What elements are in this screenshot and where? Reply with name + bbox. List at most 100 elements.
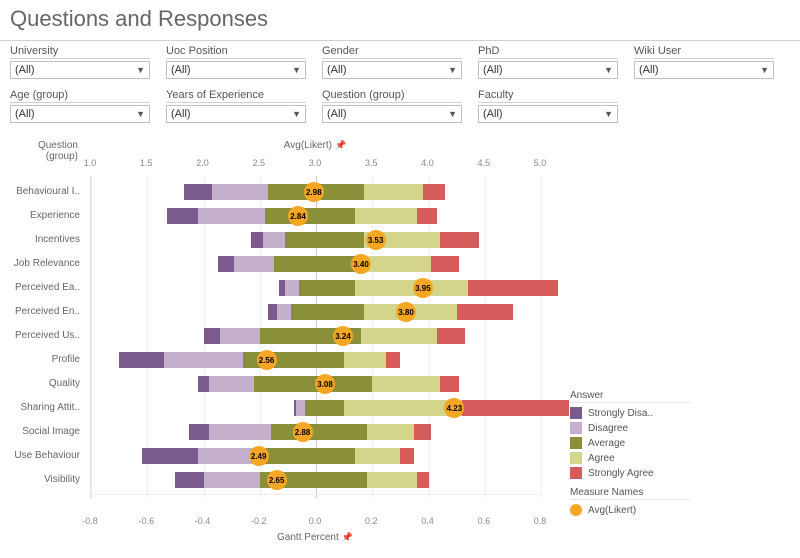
bar-segment-strongly_agree (440, 376, 460, 392)
bar-segment-strongly_disagree (189, 424, 209, 440)
axis-bottom-tick: 0.6 (477, 516, 490, 526)
r1-filter-3: PhD(All)▼ (478, 45, 618, 79)
legend-swatch (570, 437, 582, 449)
bar-segment-disagree (296, 400, 304, 416)
pin-icon: 📌 (342, 532, 353, 542)
bar-segment-agree (364, 184, 423, 200)
filter-select[interactable]: (All) ▼ (322, 105, 462, 123)
filter-label: Age (group) (10, 89, 150, 103)
chevron-down-icon: ▼ (448, 109, 457, 119)
bar-segment-disagree (212, 184, 268, 200)
axis-bottom-tick: -0.6 (138, 516, 154, 526)
question-row-label: Perceived Us.. (0, 324, 80, 348)
bar-segment-strongly_disagree (218, 256, 235, 272)
r1-filter-1: Uoc Position (All)▼ (166, 45, 306, 79)
bar-segment-agree (355, 280, 468, 296)
axis-top-tick: 4.0 (421, 158, 434, 168)
r2-filter-2: Question (group)(All)▼ (322, 89, 462, 123)
legend-label: Average (588, 438, 625, 449)
chevron-down-icon: ▼ (136, 109, 145, 119)
bar-segment-strongly_disagree (184, 184, 212, 200)
bar-segment-strongly_agree (400, 448, 414, 464)
legend-swatch (570, 452, 582, 464)
filter-value: (All) (327, 108, 347, 120)
filters-row-2: Age (group)(All)▼Years of Experience(All… (0, 89, 800, 133)
r2-filter-1: Years of Experience (All)▼ (166, 89, 306, 123)
avg-marker: 2.88 (293, 422, 313, 442)
bar-segment-average (299, 280, 355, 296)
avg-marker: 3.24 (333, 326, 353, 346)
legend-label: Agree (588, 453, 615, 464)
axis-top-title: Avg(Likert)📌 (90, 140, 540, 151)
question-row-label: Experience (0, 204, 80, 228)
filter-select[interactable]: (All)▼ (166, 105, 306, 123)
bar-segment-disagree (164, 352, 243, 368)
axis-bottom-tick: 0.8 (534, 516, 547, 526)
axis-bottom-tick: -0.2 (251, 516, 267, 526)
filter-select[interactable]: (All)▼ (166, 61, 306, 79)
chart-zone: Question (group) Avg(Likert)📌 1.01.52.02… (0, 140, 800, 550)
axis-top-tick: 2.0 (196, 158, 209, 168)
dashboard: Questions and Responses University(All)▼… (0, 0, 800, 558)
legend-item: Strongly Disa.. (570, 407, 690, 419)
gridline (541, 176, 542, 498)
bar-segment-strongly_disagree (198, 376, 209, 392)
filter-label: Wiki User (634, 45, 774, 59)
filter-select[interactable]: (All)▼ (478, 105, 618, 123)
bar-segment-strongly_disagree (167, 208, 198, 224)
axis-bottom-tick: 0.2 (365, 516, 378, 526)
r1-filter-4: Wiki User (All)▼ (634, 45, 774, 79)
bar-segment-strongly_agree (417, 208, 437, 224)
filter-value: (All) (15, 64, 35, 76)
filter-select[interactable]: (All)▼ (322, 61, 462, 79)
chevron-down-icon: ▼ (292, 109, 301, 119)
bar-row: 2.65 (91, 468, 541, 492)
filter-select[interactable]: (All) ▼ (10, 61, 150, 79)
filter-select[interactable]: (All)▼ (478, 61, 618, 79)
chevron-down-icon: ▼ (136, 65, 145, 75)
bar-segment-agree (367, 424, 415, 440)
bar-segment-average (254, 376, 372, 392)
question-row-label: Quality (0, 372, 80, 396)
axis-bottom-tick: 0.4 (421, 516, 434, 526)
legend: Answer Strongly Disa..DisagreeAverageAgr… (570, 390, 690, 519)
avg-marker: 2.49 (249, 446, 269, 466)
bar-segment-disagree (209, 424, 271, 440)
legend-measure-label: Avg(Likert) (588, 505, 636, 516)
question-row-label: Behavioural I.. (0, 180, 80, 204)
plot-area: 2.982.843.533.403.953.803.242.563.084.23… (90, 176, 540, 498)
legend-item: Agree (570, 452, 690, 464)
bar-segment-strongly_agree (440, 232, 479, 248)
bar-segment-average (291, 304, 364, 320)
axis-top-tick: 3.5 (365, 158, 378, 168)
bar-segment-strongly_agree (468, 280, 558, 296)
legend-measure-item: Avg(Likert) (570, 504, 690, 516)
axis-bottom-tick: -0.4 (195, 516, 211, 526)
filter-label: Uoc Position (166, 45, 306, 59)
bar-segment-agree (372, 376, 440, 392)
filter-value: (All) (327, 64, 347, 76)
legend-swatch (570, 422, 582, 434)
bar-segment-strongly_agree (462, 400, 569, 416)
pin-icon: 📌 (335, 140, 346, 150)
legend-answer-title: Answer (570, 390, 690, 403)
bar-row: 3.08 (91, 372, 541, 396)
filter-label: Years of Experience (166, 89, 306, 103)
filter-select[interactable]: (All)▼ (10, 105, 150, 123)
axis-top: Avg(Likert)📌 1.01.52.02.53.03.54.04.55.0 (90, 140, 540, 176)
bar-segment-strongly_agree (417, 472, 428, 488)
bar-row: 3.95 (91, 276, 541, 300)
legend-label: Strongly Disa.. (588, 408, 653, 419)
filters-row-1: University(All)▼Uoc Position(All)▼Gender… (0, 41, 800, 89)
avg-marker: 2.84 (288, 206, 308, 226)
bar-segment-strongly_agree (414, 424, 431, 440)
question-row-label: Perceived En.. (0, 300, 80, 324)
bar-segment-strongly_disagree (268, 304, 276, 320)
bar-segment-average (285, 232, 364, 248)
bar-segment-strongly_agree (423, 184, 446, 200)
filter-select[interactable]: (All)▼ (634, 61, 774, 79)
bar-segment-strongly_disagree (119, 352, 164, 368)
bar-segment-average (305, 400, 344, 416)
filter-value: (All) (639, 64, 659, 76)
bar-segment-strongly_agree (386, 352, 400, 368)
